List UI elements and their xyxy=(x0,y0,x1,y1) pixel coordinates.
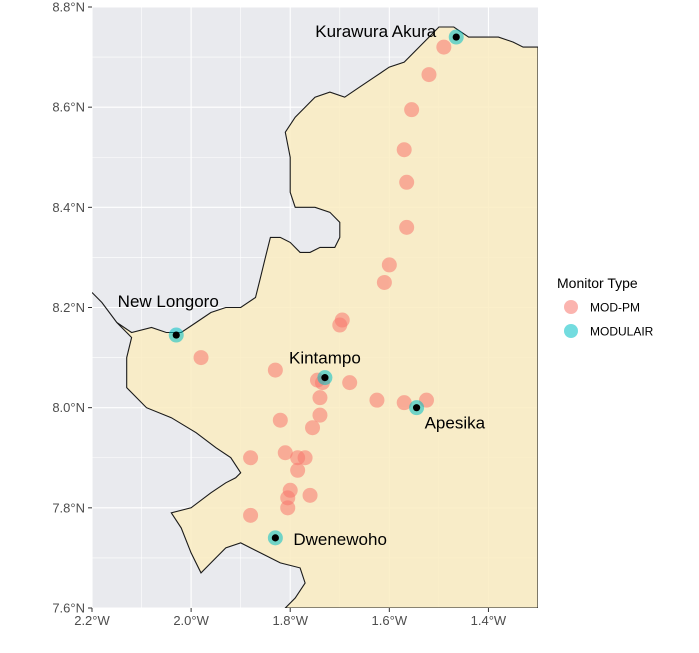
town-marker-4 xyxy=(271,534,279,542)
legend-label-mod-pm: MOD-PM xyxy=(590,301,640,315)
point-mod-pm-31 xyxy=(243,507,259,523)
place-label-new-longoro: New Longoro xyxy=(118,292,219,311)
legend-swatch-modulair xyxy=(564,324,578,338)
point-mod-pm-0 xyxy=(436,39,452,55)
x-tick-label: 2.2°W xyxy=(74,613,110,628)
y-tick-label: 8.2°N xyxy=(52,300,85,315)
legend-swatch-mod-pm xyxy=(564,300,578,314)
town-marker-0 xyxy=(452,33,460,41)
town-marker-2 xyxy=(321,374,329,382)
point-mod-pm-30 xyxy=(280,500,296,516)
place-label-apesika: Apesika xyxy=(425,414,486,433)
point-mod-pm-1 xyxy=(421,67,437,83)
point-mod-pm-22 xyxy=(277,445,293,461)
point-mod-pm-7 xyxy=(376,274,392,290)
point-mod-pm-10 xyxy=(193,350,209,366)
y-tick-label: 8.0°N xyxy=(52,400,85,415)
y-tick-label: 7.8°N xyxy=(52,500,85,515)
y-tick-label: 7.6°N xyxy=(52,601,85,616)
point-mod-pm-19 xyxy=(312,407,328,423)
place-label-kintampo: Kintampo xyxy=(289,349,361,368)
point-mod-pm-2 xyxy=(404,102,420,118)
town-marker-1 xyxy=(172,331,180,339)
point-mod-pm-25 xyxy=(243,450,259,466)
point-mod-pm-16 xyxy=(369,392,385,408)
point-mod-pm-14 xyxy=(342,375,358,391)
town-markers xyxy=(172,33,460,542)
point-mod-pm-3 xyxy=(396,142,412,158)
x-tick-label: 2.0°W xyxy=(173,613,209,628)
monitor-points xyxy=(168,29,464,546)
place-label-kurawura-akura: Kurawura Akura xyxy=(315,22,436,41)
point-mod-pm-4 xyxy=(399,174,415,190)
y-tick-label: 8.8°N xyxy=(52,0,85,15)
point-mod-pm-26 xyxy=(290,462,306,478)
place-label-dwenewoho: Dwenewoho xyxy=(293,530,387,549)
axes: 2.2°W 2.0°W 1.8°W 1.6°W 1.4°W 7.6°N 7.8°N 8.0°N… xyxy=(52,0,507,628)
region-polygon xyxy=(92,26,538,608)
x-tick-label: 1.8°W xyxy=(272,613,308,628)
y-tick-label: 8.4°N xyxy=(52,200,85,215)
x-tick-label: 1.4°W xyxy=(471,613,507,628)
point-mod-pm-9 xyxy=(332,317,348,333)
point-mod-pm-6 xyxy=(381,257,397,273)
legend: Monitor Type MOD-PM MODULAIR xyxy=(557,275,654,339)
legend-title: Monitor Type xyxy=(557,275,638,291)
legend-label-modulair: MODULAIR xyxy=(590,325,654,339)
point-mod-pm-21 xyxy=(305,420,321,436)
point-mod-pm-24 xyxy=(297,450,313,466)
place-labels: Kurawura Akura New Longoro Kintampo Apesika… xyxy=(118,22,486,549)
point-mod-pm-15 xyxy=(312,390,328,406)
town-marker-3 xyxy=(412,404,421,412)
point-mod-pm-5 xyxy=(399,219,415,235)
point-mod-pm-17 xyxy=(396,395,412,411)
point-mod-pm-28 xyxy=(302,487,318,503)
x-tick-label: 1.6°W xyxy=(372,613,408,628)
point-mod-pm-11 xyxy=(267,362,283,378)
point-mod-pm-20 xyxy=(272,412,288,428)
y-tick-label: 8.6°N xyxy=(52,100,85,115)
